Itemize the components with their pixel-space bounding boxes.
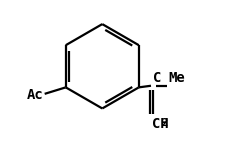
Text: C: C: [153, 71, 162, 85]
Text: CH: CH: [152, 116, 169, 131]
Text: Me: Me: [168, 71, 185, 85]
Text: Ac: Ac: [27, 88, 44, 102]
Text: 2: 2: [162, 118, 168, 128]
